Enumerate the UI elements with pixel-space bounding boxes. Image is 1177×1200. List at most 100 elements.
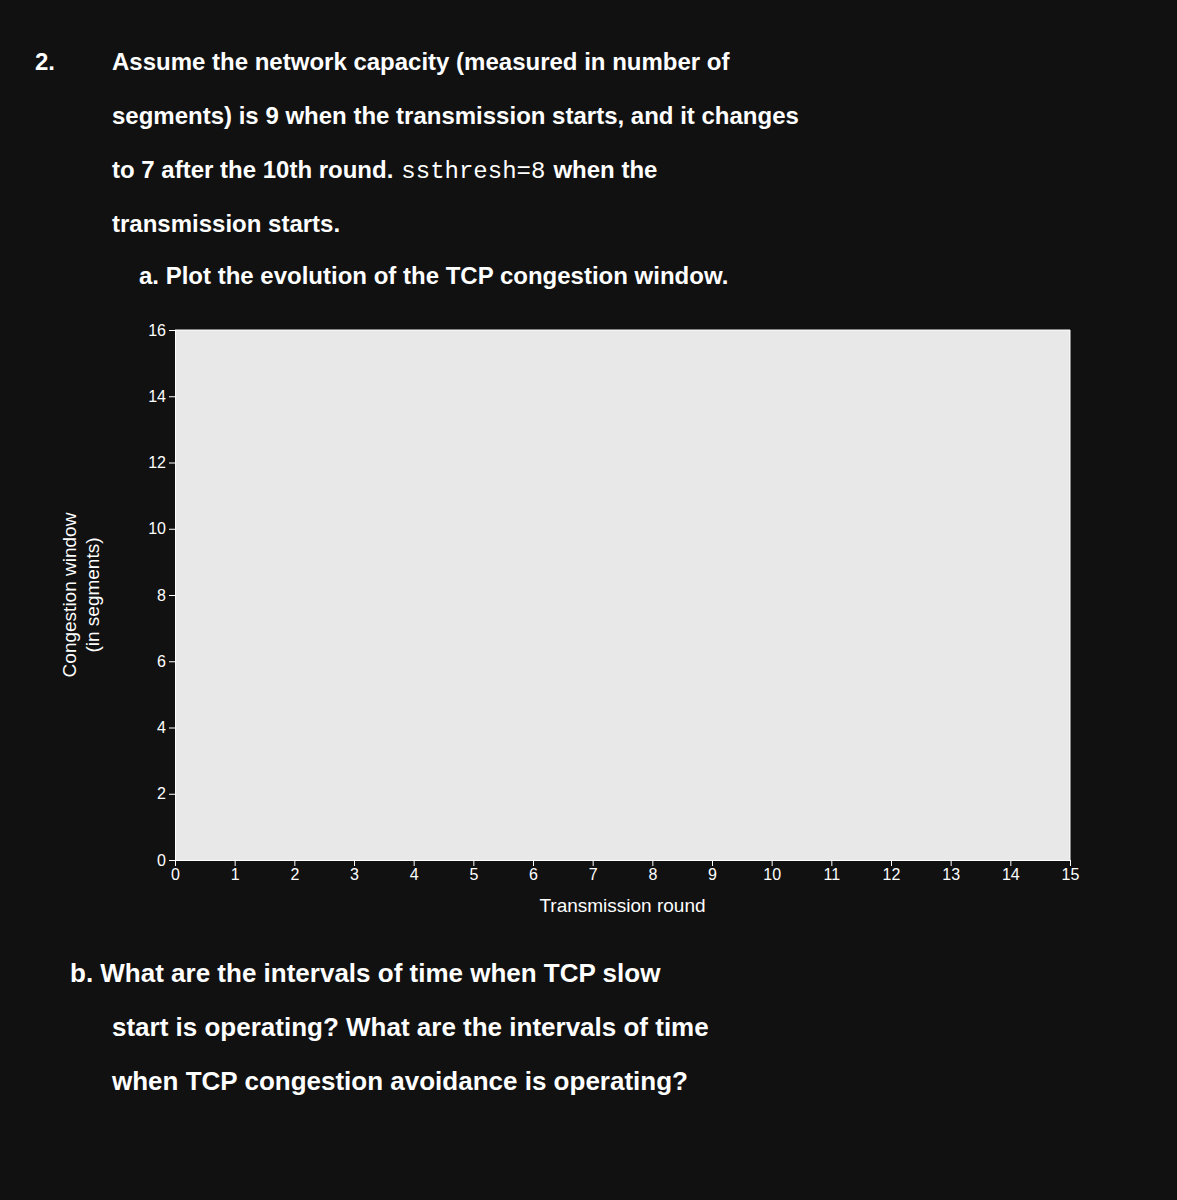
tick-mark [169,728,175,729]
tick: 8 [157,587,175,604]
tick-mark [354,860,355,866]
tick: 4 [157,719,175,736]
frame [1070,330,1071,860]
tick: 6 [157,653,175,670]
tick-label: 0 [157,852,166,869]
tick-mark [533,860,534,866]
tick-mark [169,529,175,530]
annotation: ssthresh=8 [401,158,545,185]
tick: 0 [157,852,175,869]
tick: 14 [148,388,175,405]
tick: 8 [648,860,657,883]
tick-label: 12 [148,454,166,471]
tick-mark [593,860,594,866]
question-text: when TCP congestion avoidance is operati… [111,1066,688,1096]
tick-label: 10 [148,520,166,537]
tick-mark [414,860,415,866]
tick-mark [772,860,773,866]
tick: 11 [824,860,841,883]
tick: 5 [469,860,478,883]
tick: 3 [350,860,359,883]
annotation: 2. [35,48,55,75]
tick-label: 0 [171,866,180,883]
tick-label: 11 [824,866,841,883]
question-text: Assume the network capacity (measured in… [112,48,731,75]
tick-mark [169,595,175,596]
tick-label: 3 [350,866,359,883]
tick-mark [652,860,653,866]
annotation: transmission starts. [112,210,340,237]
tick-mark [951,860,952,866]
plot-background [175,330,1070,860]
tick: 16 [148,322,175,339]
tick-label: 2 [290,866,299,883]
tick: 2 [157,785,175,802]
question-text: start is operating? What are the interva… [112,1012,709,1042]
tick-label: 10 [763,866,781,883]
tick: 13 [942,860,960,883]
question-text: transmission starts. [112,210,340,237]
y-axis-title: Congestion window(in segments) [59,512,103,677]
tick-label: 2 [157,785,166,802]
frame [175,330,1070,331]
annotation: b. What are the intervals of time when T… [70,958,661,988]
tick: 12 [883,860,901,883]
tick-label: 14 [1002,866,1020,883]
tick: 7 [589,860,598,883]
tick-label: 9 [708,866,717,883]
tick: 4 [410,860,419,883]
tick-label: 15 [1062,866,1080,883]
tick: 1 [231,860,240,883]
tick-mark [1070,860,1071,866]
tick: 14 [1002,860,1020,883]
annotation: start is operating? What are the interva… [112,1012,709,1042]
tick-mark [235,860,236,866]
tick: 6 [529,860,538,883]
question-text: a. Plot the evolution of the TCP congest… [139,262,728,289]
annotation: segments) is 9 when the transmission sta… [112,102,799,129]
tick-label: 6 [529,866,538,883]
y-axis-title-line: Congestion window [59,512,80,677]
axis-line [176,861,1071,867]
tick-mark [169,794,175,795]
tick-mark [473,860,474,866]
tick-label: 8 [648,866,657,883]
tick-label: 5 [469,866,478,883]
question-text: 2. [35,48,55,75]
tick-mark [169,661,175,662]
tick-label: 7 [589,866,598,883]
tick-mark [169,860,175,861]
figure: 2. Assume the network capacity (measured … [0,0,1177,1200]
tick-mark [169,463,175,464]
annotation: when the [552,156,657,183]
question-text: b. What are the intervals of time when T… [70,958,661,988]
tick-label: 16 [148,322,166,339]
tick-label: 4 [157,719,166,736]
tick-label: 13 [942,866,960,883]
tick-mark [712,860,713,866]
annotation: when TCP congestion avoidance is operati… [111,1066,688,1096]
annotation: Assume the network capacity (measured in… [112,48,731,75]
tick: 0 [171,860,180,883]
tick-mark [831,860,832,866]
y-axis: 0 2 4 6 8 10 12 14 16 [148,322,175,869]
tick: 10 [148,520,175,537]
tick-label: 8 [157,587,166,604]
axis-line [169,331,176,861]
tick: 10 [763,860,781,883]
tick-label: 6 [157,653,166,670]
chart: 01234567891011121314150246810121416Trans… [59,322,1080,916]
tick: 15 [1062,860,1080,883]
tick-label: 12 [883,866,901,883]
tick-mark [169,330,175,331]
question-text: segments) is 9 when the transmission sta… [112,102,799,129]
tick: 2 [290,860,299,883]
tick-mark [891,860,892,866]
tick-mark [169,396,175,397]
question-text: to 7 after the 10th round. ssthresh=8 when… [112,156,657,185]
x-axis-title: Transmission round [539,895,705,916]
annotation: to 7 after the 10th round. [112,156,393,183]
tick-mark [294,860,295,866]
annotation: a. Plot the evolution of the TCP congest… [139,262,728,289]
tick: 12 [148,454,175,471]
